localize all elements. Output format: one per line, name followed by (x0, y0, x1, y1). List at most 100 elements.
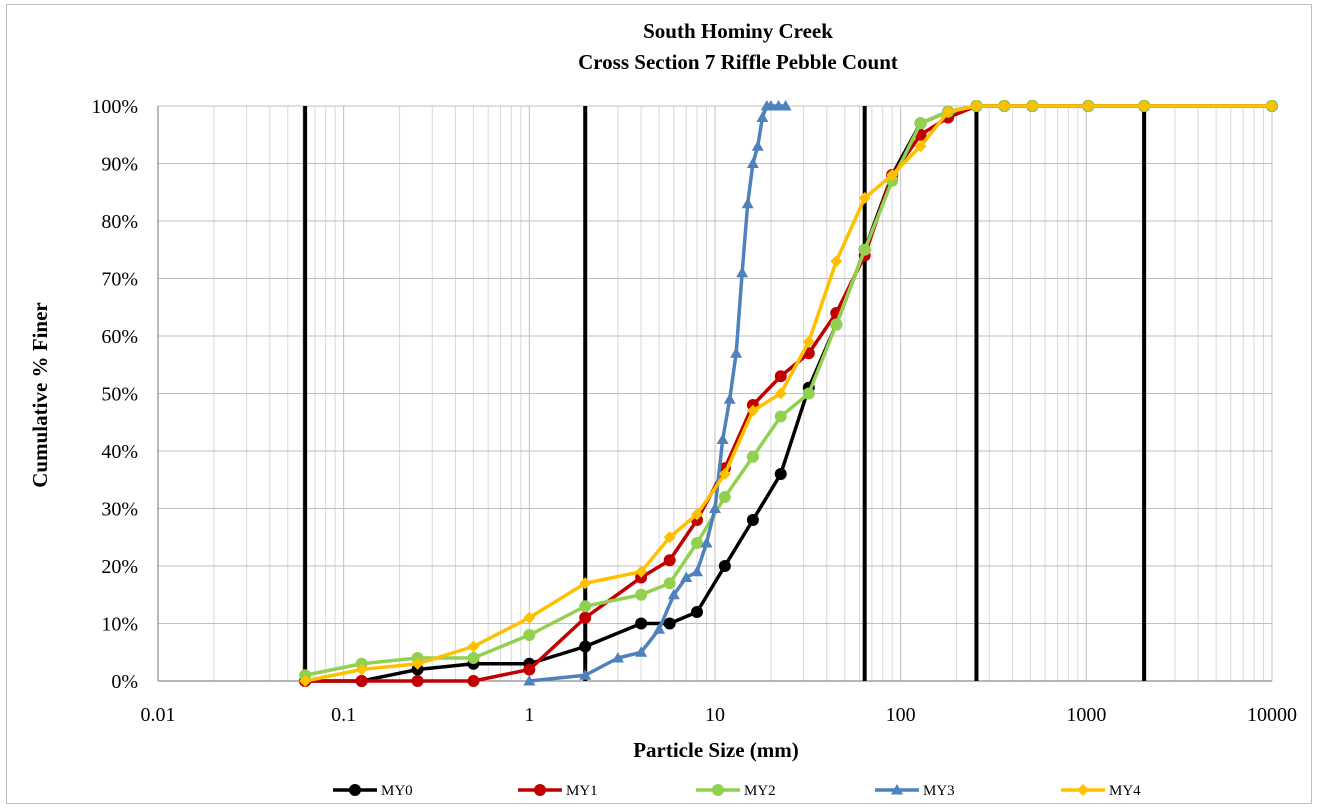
data-point (667, 588, 680, 600)
data-point (691, 565, 704, 577)
data-point (663, 531, 676, 544)
data-point (523, 675, 536, 686)
data-point (635, 617, 648, 630)
data-point (611, 652, 624, 663)
data-point (1138, 100, 1151, 112)
x-tick-label: 0.01 (141, 704, 176, 726)
data-point (746, 514, 759, 526)
x-tick-label: 0.1 (331, 704, 356, 726)
y-tick-label: 30% (101, 499, 138, 521)
data-point (1077, 784, 1089, 796)
data-point (579, 611, 592, 624)
data-point (858, 243, 871, 256)
y-tick-label: 20% (101, 556, 138, 578)
data-point (741, 197, 754, 209)
data-point (756, 111, 769, 122)
y-tick-label: 50% (101, 384, 138, 406)
data-point (579, 577, 592, 590)
data-point (712, 784, 724, 796)
y-tick-label: 90% (101, 154, 138, 176)
data-point (635, 646, 648, 657)
legend-label: MY0 (381, 783, 413, 799)
data-point (970, 100, 983, 112)
major-gridlines (157, 105, 1273, 682)
legend-label: MY1 (566, 783, 598, 799)
data-point (663, 554, 676, 567)
data-point (663, 577, 676, 590)
x-tick-labels: 0.01 0.1 1 10 100 1000 10000 (141, 704, 1298, 726)
x-tick-label: 1 (524, 704, 534, 726)
data-point (774, 468, 787, 480)
data-point (355, 675, 368, 687)
data-point (523, 611, 536, 624)
data-point (746, 157, 759, 168)
data-point (467, 652, 480, 664)
legend-item: MY2 (696, 783, 776, 799)
x-tick-label: 10000 (1247, 704, 1297, 726)
series-my4 (299, 100, 1278, 687)
data-point (635, 565, 648, 578)
data-point (746, 450, 759, 463)
data-point (891, 784, 903, 795)
legend-label: MY2 (744, 783, 776, 799)
data-point (355, 663, 368, 676)
data-point (411, 675, 424, 687)
data-point (523, 663, 536, 676)
y-tick-label: 40% (101, 441, 138, 463)
legend: MY0 MY1 MY2 MY3 MY4 (333, 783, 1141, 799)
data-point (716, 433, 729, 444)
chart-subtitle: Cross Section 7 Riffle Pebble Count (578, 50, 898, 74)
chart-title: South Hominy Creek (643, 19, 833, 43)
legend-item: MY1 (518, 783, 598, 799)
data-point (579, 669, 592, 680)
x-tick-label: 100 (886, 704, 916, 726)
data-point (914, 117, 927, 130)
y-tick-label: 60% (101, 326, 138, 348)
data-point (1082, 100, 1095, 112)
data-point (691, 537, 704, 549)
data-point (736, 266, 749, 278)
data-point (830, 255, 843, 268)
data-point (779, 100, 792, 111)
data-point (764, 100, 777, 111)
legend-item: MY3 (875, 783, 955, 799)
y-tick-label: 70% (101, 269, 138, 291)
legend-label: MY4 (1109, 783, 1141, 799)
x-tick-label: 1000 (1066, 704, 1106, 726)
data-point (718, 560, 731, 572)
series-my2 (299, 100, 1278, 682)
y-tick-label: 100% (91, 96, 138, 118)
data-point (998, 100, 1011, 112)
data-point (299, 675, 312, 687)
data-point (534, 784, 546, 796)
data-point (1026, 100, 1039, 112)
data-point (1266, 100, 1278, 112)
y-tick-label: 80% (101, 211, 138, 233)
data-point (691, 508, 704, 521)
data-point (730, 347, 743, 358)
series-line (304, 104, 1272, 677)
y-tick-label: 10% (101, 614, 138, 636)
series-layer (299, 100, 1278, 687)
data-point (635, 588, 648, 601)
data-point (523, 629, 536, 641)
data-point (774, 387, 787, 400)
data-point (886, 169, 899, 181)
y-tick-label: 0% (111, 671, 138, 693)
legend-label: MY3 (923, 783, 955, 799)
data-point (858, 192, 871, 204)
data-point (411, 657, 424, 670)
data-point (746, 404, 759, 417)
data-point (691, 606, 704, 618)
data-point (700, 537, 713, 548)
data-point (774, 370, 787, 383)
data-point (349, 784, 361, 796)
data-point (830, 318, 843, 331)
data-point (680, 571, 693, 582)
data-point (709, 502, 721, 513)
data-point (467, 675, 480, 687)
data-point (718, 491, 731, 503)
legend-item: MY0 (333, 783, 413, 799)
y-axis-label: Cumulative % Finer (28, 302, 52, 487)
